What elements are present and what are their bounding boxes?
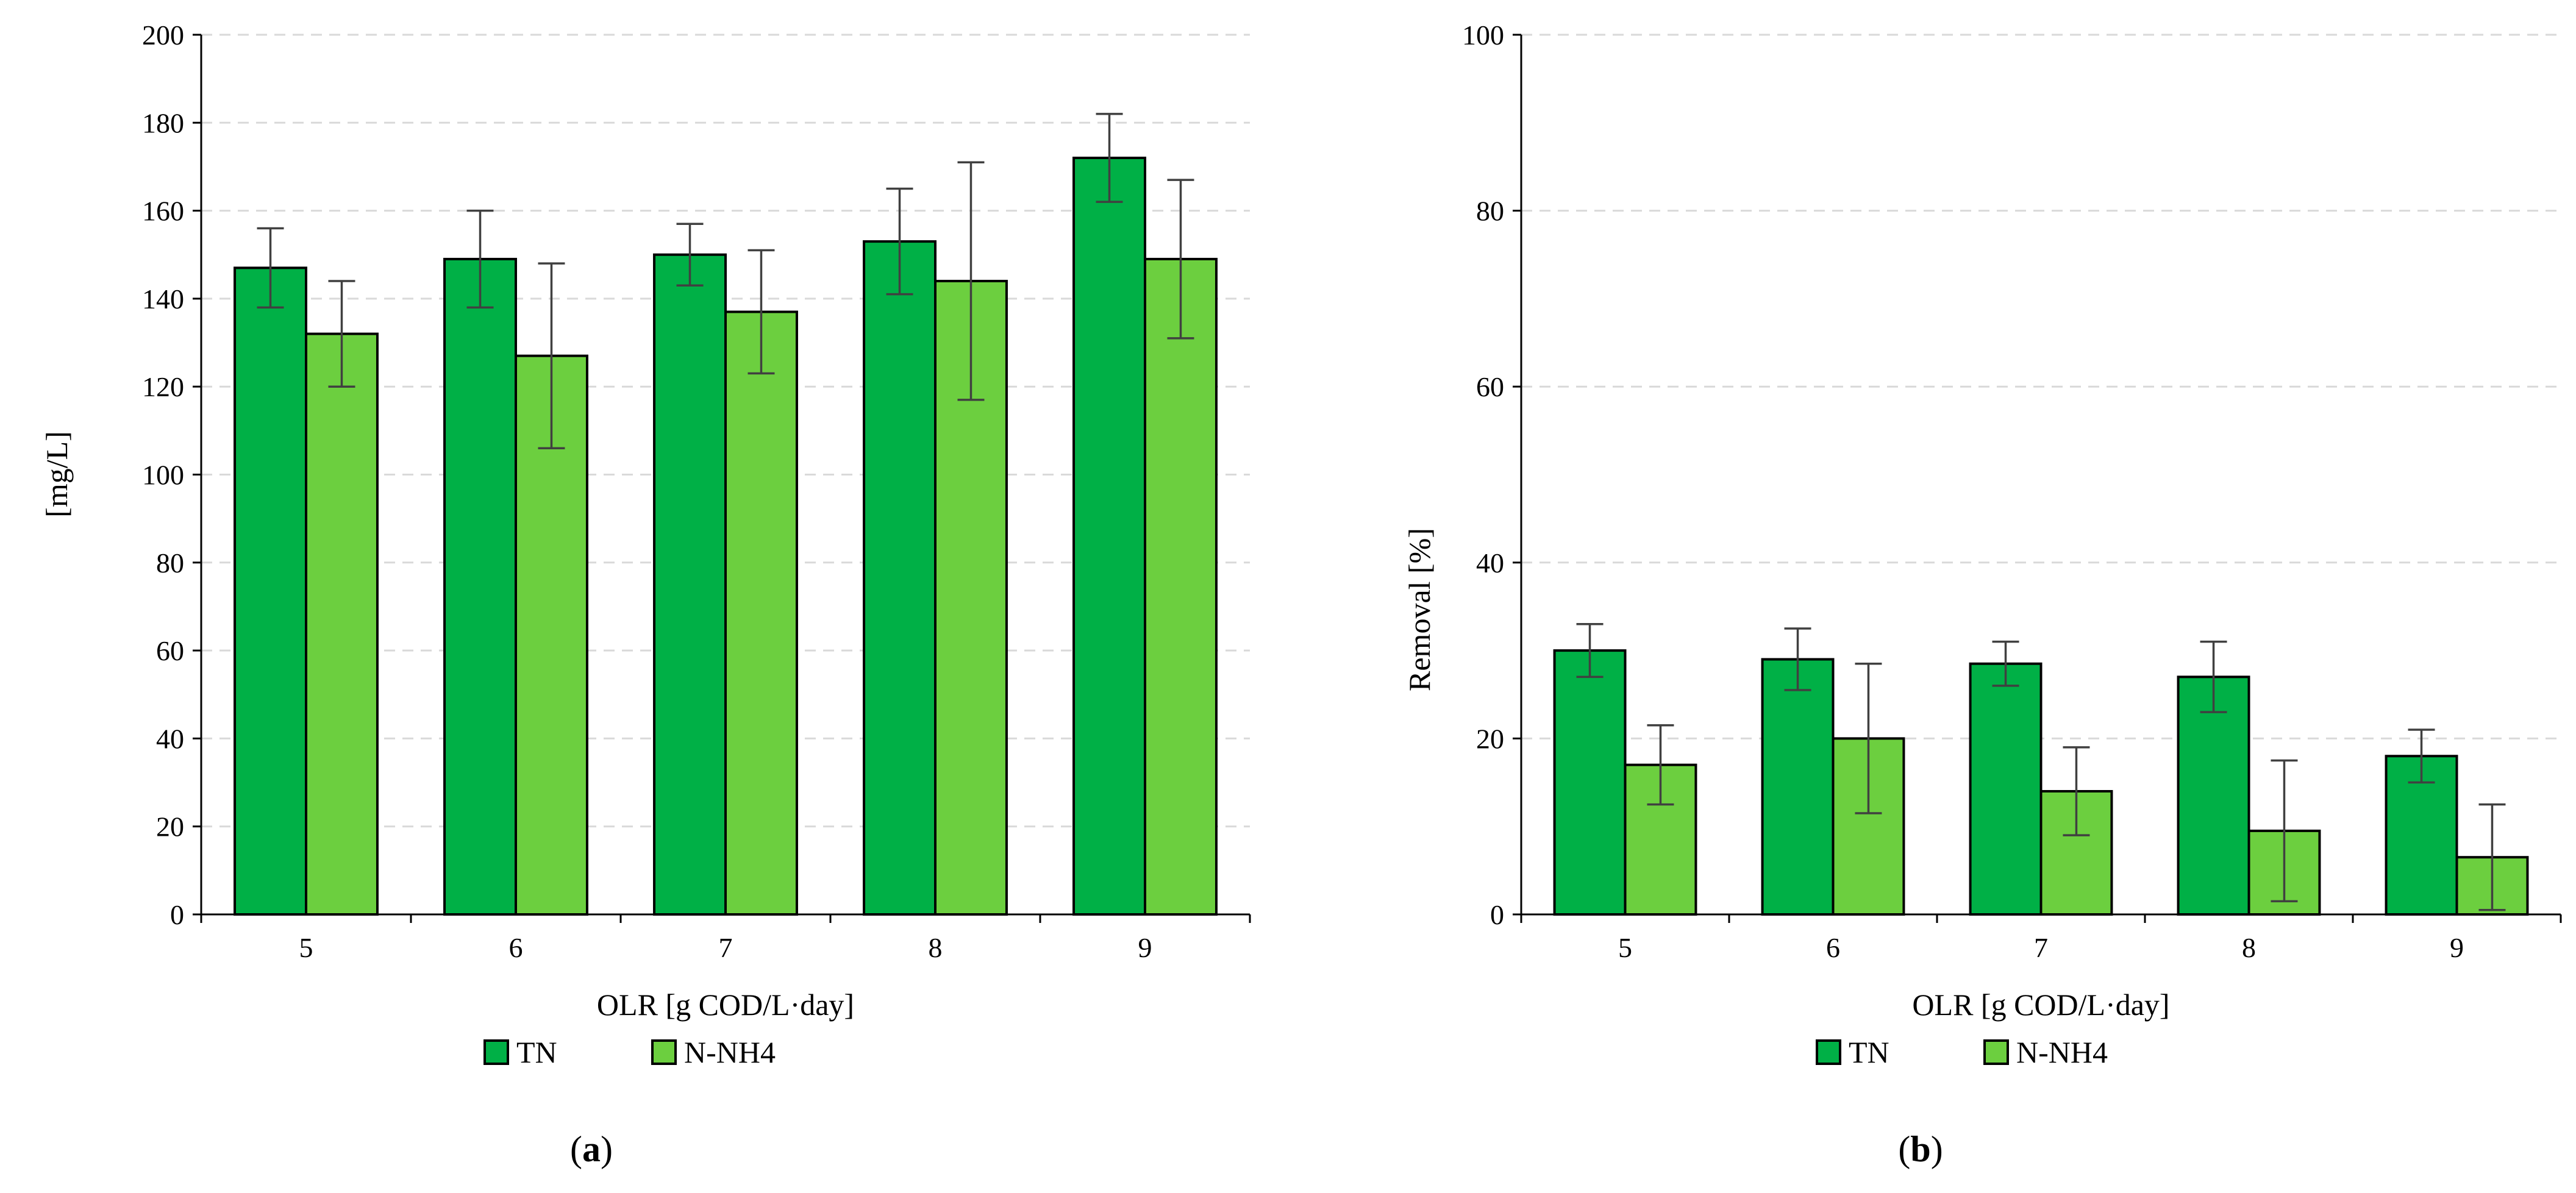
x-tick-label: 5 [1618,932,1632,963]
x-tick-label: 8 [929,932,943,963]
bar-TN-7 [653,253,727,916]
bar-N-NH4-9 [1144,257,1218,916]
x-tick-label: 6 [509,932,523,963]
y-tick-label: 120 [142,371,184,402]
panel-label: (b) [1898,1129,1943,1169]
y-tick-label: 80 [1476,196,1504,227]
y-tick-label: 60 [1476,371,1504,402]
bar-TN-6 [443,257,517,916]
x-tick-label: 7 [719,932,733,963]
bar-TN-7 [1969,662,2043,916]
y-tick-label: 200 [142,20,184,51]
y-tick-label: 20 [1476,723,1504,754]
y-tick-label: 60 [156,635,184,666]
y-tick-label: 0 [170,899,184,930]
y-tick-label: 140 [142,283,184,315]
y-tick-label: 160 [142,196,184,227]
legend-swatch-N-NH4 [1983,1039,2009,1065]
panel-label: (a) [570,1129,613,1169]
bar-TN-9 [1072,157,1147,916]
legend-label-N-NH4: N-NH4 [684,1035,776,1069]
x-tick-label: 7 [2034,932,2048,963]
bar-TN-8 [863,240,937,916]
y-axis-label: Removal [%] [1402,528,1436,691]
x-tick-label: 9 [1138,932,1152,963]
legend-swatch-N-NH4 [651,1039,677,1065]
y-tick-label: 100 [1462,20,1504,51]
legend-label-N-NH4: N-NH4 [2016,1035,2108,1069]
bar-TN-5 [234,266,308,916]
y-tick-label: 40 [1476,547,1504,579]
legend-label-TN: TN [1849,1035,1889,1069]
bar-N-NH4-7 [724,310,798,916]
legend-label-TN: TN [516,1035,557,1069]
panel-label-part: ( [1898,1129,1910,1169]
y-axis-label: [mg/L] [40,431,74,518]
y-tick-label: 40 [156,723,184,754]
x-tick-label: 8 [2242,932,2256,963]
y-tick-label: 20 [156,811,184,842]
x-tick-label: 5 [299,932,313,963]
bar-N-NH4-5 [305,332,379,916]
y-tick-label: 0 [1490,899,1504,930]
panel-label-part: a [582,1129,601,1169]
panel-label-part: ( [570,1129,582,1169]
y-tick-label: 100 [142,460,184,491]
chart-panel-a: 0 20 40 60 80 100 120 140 160 180 200 5 6 7 8 9 OLR [g C… [40,20,1251,1169]
bar-TN-5 [1553,649,1627,916]
legend-swatch-TN [483,1039,509,1065]
x-tick-label: 6 [1826,932,1840,963]
x-tick-label: 9 [2450,932,2464,963]
x-axis-label: OLR [g COD/L·day] [597,988,854,1022]
bar-TN-6 [1761,658,1835,916]
legend-swatch-TN [1816,1039,1841,1065]
panel-label-part: b [1910,1129,1930,1169]
y-tick-label: 180 [142,107,184,138]
y-tick-label: 80 [156,547,184,579]
x-axis-label: OLR [g COD/L·day] [1912,988,2169,1022]
chart-panel-b: 0 20 40 60 80 100 5 6 7 8 9 OLR [g COD/L·day] Remova… [1402,20,2562,1169]
panel-label-part: ) [1931,1129,1943,1169]
bar-TN-8 [2177,675,2250,916]
panel-label-part: ) [601,1129,613,1169]
